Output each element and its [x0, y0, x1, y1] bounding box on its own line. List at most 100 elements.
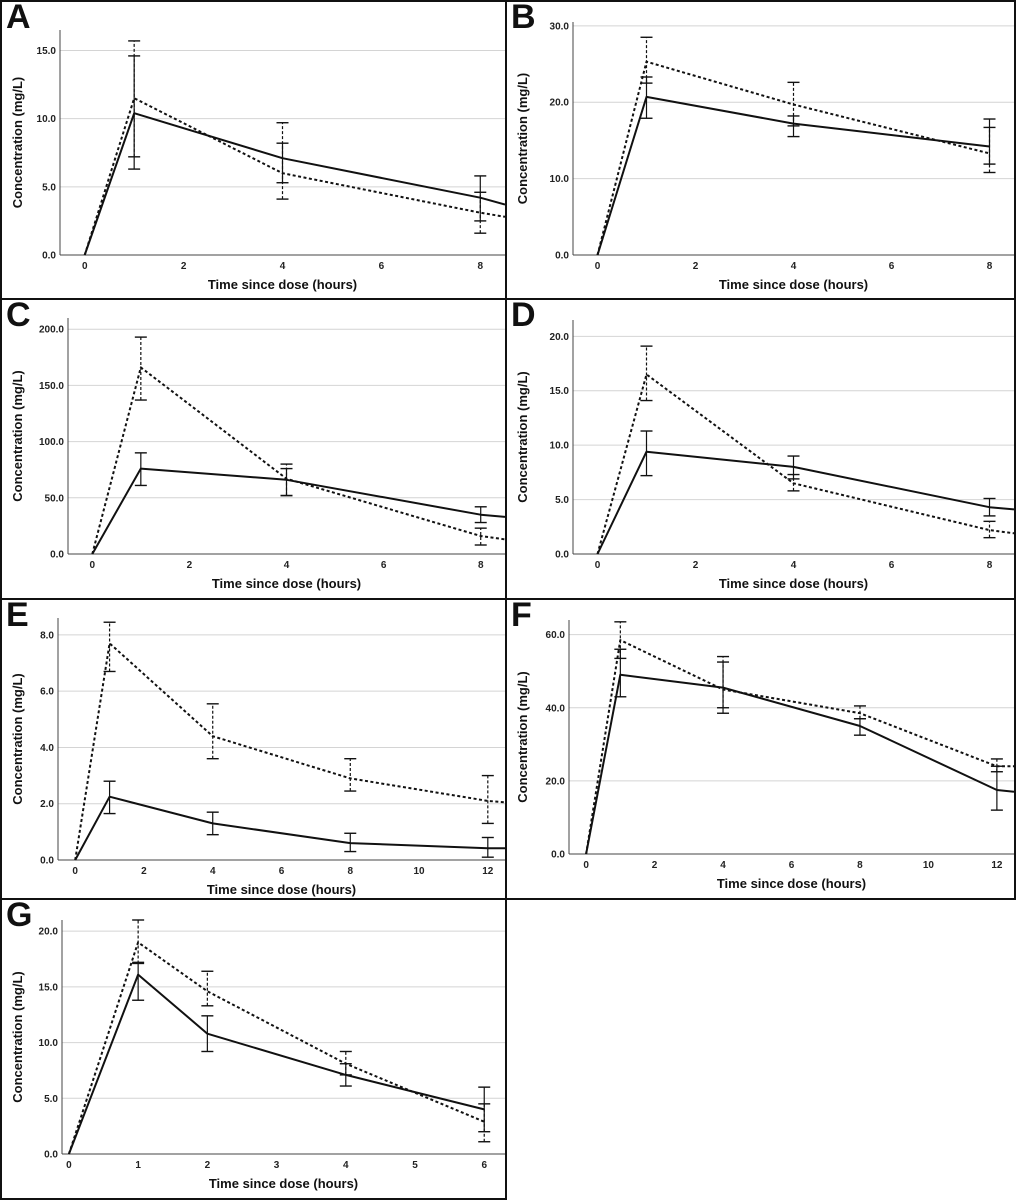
chart-c: 0.0 50.0 100.0 150.0 200.0 0 2 4 6 8 Time since do…: [10, 318, 505, 591]
x-tick-label: 4: [791, 560, 797, 571]
error-bar: [717, 655, 730, 709]
series-line-dashed: [74, 642, 505, 861]
x-tick-label: 8: [347, 866, 353, 877]
error-bar: [103, 621, 116, 673]
y-tick-label: 150.0: [39, 381, 64, 392]
series-line-dashed: [585, 639, 1014, 855]
error-bar: [474, 527, 487, 546]
y-tick-label: 10.0: [550, 441, 570, 452]
y-tick-label: 5.0: [42, 182, 56, 193]
x-tick-label: 2: [205, 1160, 211, 1171]
error-bar: [640, 345, 653, 402]
y-tick-label: 20.0: [39, 927, 59, 938]
x-tick-label: 12: [991, 860, 1003, 871]
y-tick-label: 15.0: [550, 386, 570, 397]
error-bar: [280, 463, 293, 497]
x-tick-label: 5: [412, 1160, 418, 1171]
x-tick-label: 0: [66, 1160, 72, 1171]
error-bar: [344, 757, 357, 792]
y-tick-label: 2.0: [40, 799, 54, 810]
x-axis-title: Time since dose (hours): [207, 882, 356, 897]
panel-e: E 0.0 2.0 4.0 6.0 8.0 0 2 4 6 8 10 12 Time since dos…: [0, 598, 507, 900]
panel-f: F 0.0 20.0 40.0 60.0 0 2 4 6 8 10 12 Time since dos…: [505, 598, 1016, 900]
series-line-dashed: [83, 97, 505, 256]
y-tick-label: 0.0: [40, 856, 54, 867]
y-tick-label: 10.0: [39, 1038, 59, 1049]
series-line-dashed: [596, 373, 1014, 555]
y-tick-label: 8.0: [40, 630, 54, 641]
y-tick-label: 0.0: [50, 550, 64, 561]
x-axis-title: Time since dose (hours): [209, 1176, 358, 1191]
y-axis-title: Concentration (mg/L): [10, 77, 25, 208]
error-bar: [132, 961, 145, 1001]
series-line-solid: [83, 112, 505, 256]
y-tick-label: 15.0: [39, 982, 59, 993]
y-tick-label: 20.0: [550, 98, 570, 109]
error-bar: [103, 780, 116, 815]
y-tick-label: 0.0: [44, 1150, 58, 1161]
x-tick-label: 0: [595, 261, 601, 272]
y-tick-label: 15.0: [37, 46, 57, 57]
chart-g: 0.0 5.0 10.0 15.0 20.0 0 1 2 3 4 5 6 Time since dose…: [10, 919, 505, 1191]
x-tick-label: 8: [857, 860, 863, 871]
x-tick-label: 4: [280, 261, 286, 272]
y-tick-label: 0.0: [555, 550, 569, 561]
series-line-solid: [91, 467, 505, 555]
y-axis-title: Concentration (mg/L): [515, 671, 530, 802]
error-bar: [132, 919, 145, 965]
panel-b: B 0.0 10.0 20.0 30.0 0 2 4 6 8 Time since dose (h…: [505, 0, 1016, 300]
x-tick-label: 12: [482, 866, 494, 877]
x-tick-label: 0: [82, 261, 88, 272]
x-axis-title: Time since dose (hours): [212, 576, 361, 591]
x-axis-title: Time since dose (hours): [717, 876, 866, 891]
series-line-solid: [585, 673, 1014, 855]
panel-letter: C: [6, 296, 31, 334]
y-axis-title: Concentration (mg/L): [515, 73, 530, 204]
x-tick-label: 8: [987, 560, 993, 571]
x-tick-label: 2: [181, 261, 187, 272]
x-axis-title: Time since dose (hours): [719, 576, 868, 591]
y-tick-label: 30.0: [550, 21, 570, 32]
error-bar: [201, 970, 214, 1007]
y-tick-label: 5.0: [555, 495, 569, 506]
x-tick-label: 6: [279, 866, 285, 877]
x-tick-label: 0: [72, 866, 78, 877]
error-bar: [640, 430, 653, 477]
panel-letter: E: [6, 596, 29, 634]
y-tick-label: 40.0: [546, 703, 566, 714]
chart-a: 0.0 5.0 10.0 15.0 0 2 4 6 8 Time since dose (hour…: [10, 30, 505, 292]
panel-letter: A: [6, 0, 31, 36]
y-tick-label: 5.0: [44, 1094, 58, 1105]
series-line-solid: [596, 95, 990, 256]
error-bar: [339, 1050, 352, 1076]
error-bar: [983, 520, 996, 539]
y-tick-label: 20.0: [546, 776, 566, 787]
error-bar: [206, 811, 219, 836]
x-tick-label: 0: [595, 560, 601, 571]
y-axis-title: Concentration (mg/L): [10, 971, 25, 1102]
error-bar: [128, 40, 141, 158]
error-bar: [983, 497, 996, 517]
x-tick-label: 2: [187, 560, 193, 571]
error-bar: [206, 703, 219, 760]
chart-f: 0.0 20.0 40.0 60.0 0 2 4 6 8 10 12 Time since dose …: [515, 620, 1014, 891]
y-tick-label: 6.0: [40, 687, 54, 698]
error-bar: [344, 832, 357, 853]
x-tick-label: 0: [89, 560, 95, 571]
panel-g: G 0.0 5.0 10.0 15.0 20.0 0 1 2 3 4 5 6 Time since do…: [0, 898, 507, 1200]
y-tick-label: 0.0: [551, 850, 565, 861]
panel-d: D 0.0 5.0 10.0 15.0 20.0 0 2 4 6 8 Time since dose…: [505, 298, 1016, 600]
x-tick-label: 2: [141, 866, 147, 877]
y-tick-label: 200.0: [39, 325, 64, 336]
panel-letter: G: [6, 896, 33, 934]
error-bar: [614, 621, 627, 660]
x-tick-label: 4: [343, 1160, 349, 1171]
error-bar: [474, 191, 487, 234]
x-tick-label: 6: [789, 860, 795, 871]
error-bar: [983, 126, 996, 174]
x-axis-title: Time since dose (hours): [208, 277, 357, 292]
error-bar: [276, 122, 289, 200]
x-axis-title: Time since dose (hours): [719, 277, 868, 292]
error-bar: [787, 473, 800, 492]
series-line-dashed: [91, 366, 505, 555]
